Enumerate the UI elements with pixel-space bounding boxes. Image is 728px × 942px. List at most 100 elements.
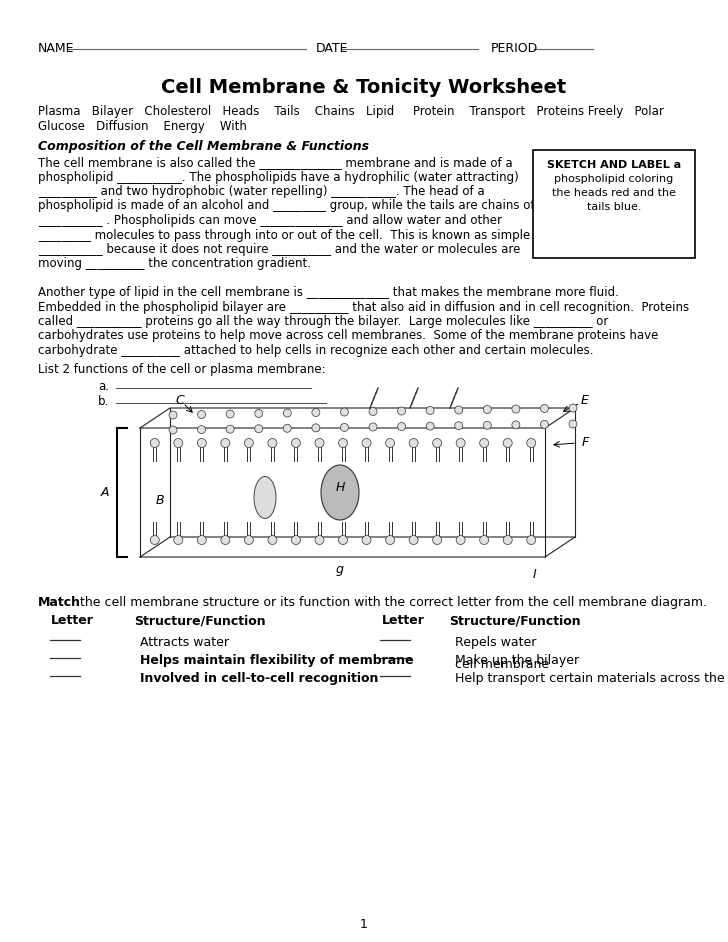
Text: Repels water: Repels water: [455, 636, 537, 649]
Text: phospholipid coloring: phospholipid coloring: [555, 174, 673, 184]
Circle shape: [339, 438, 347, 447]
Text: H: H: [336, 481, 344, 494]
Text: The cell membrane is also called the ______________ membrane and is made of a: The cell membrane is also called the ___…: [38, 156, 513, 169]
Ellipse shape: [321, 465, 359, 520]
Circle shape: [197, 411, 205, 418]
Circle shape: [268, 535, 277, 544]
Text: Structure/Function: Structure/Function: [134, 614, 266, 627]
Text: a.: a.: [98, 380, 109, 393]
Text: Another type of lipid in the cell membrane is ______________ that makes the memb: Another type of lipid in the cell membra…: [38, 286, 619, 299]
Text: Help transport certain materials across the: Help transport certain materials across …: [455, 672, 724, 685]
Circle shape: [432, 438, 442, 447]
Circle shape: [512, 421, 520, 429]
Circle shape: [483, 421, 491, 430]
Circle shape: [569, 420, 577, 428]
Text: b.: b.: [98, 395, 109, 408]
Circle shape: [503, 438, 513, 447]
Circle shape: [455, 422, 463, 430]
Circle shape: [527, 535, 536, 544]
Circle shape: [369, 408, 377, 415]
Circle shape: [255, 425, 263, 432]
Text: Letter: Letter: [50, 614, 93, 627]
Circle shape: [339, 535, 347, 544]
Text: Helps maintain flexibility of membrane: Helps maintain flexibility of membrane: [140, 654, 414, 667]
Circle shape: [174, 535, 183, 544]
Circle shape: [169, 411, 177, 419]
Circle shape: [150, 438, 159, 447]
Text: Embedded in the phospholipid bilayer are __________ that also aid in diffusion a: Embedded in the phospholipid bilayer are…: [38, 300, 689, 314]
Bar: [533, 150, 695, 258]
Text: A: A: [100, 486, 109, 499]
Circle shape: [480, 438, 488, 447]
Circle shape: [386, 438, 395, 447]
Text: Involved in cell-to-cell recognition: Involved in cell-to-cell recognition: [140, 672, 379, 685]
Text: Make up the bilayer: Make up the bilayer: [455, 654, 579, 667]
Circle shape: [268, 438, 277, 447]
Circle shape: [409, 438, 418, 447]
Circle shape: [283, 424, 291, 432]
Circle shape: [432, 535, 442, 544]
Text: moving __________ the concentration gradient.: moving __________ the concentration grad…: [38, 257, 311, 270]
Text: PERIOD: PERIOD: [491, 42, 538, 55]
Text: DATE: DATE: [316, 42, 349, 55]
Text: Attracts water: Attracts water: [140, 636, 229, 649]
Circle shape: [315, 438, 324, 447]
Ellipse shape: [254, 477, 276, 518]
Text: List 2 functions of the cell or plasma membrane:: List 2 functions of the cell or plasma m…: [38, 363, 325, 376]
Text: C: C: [175, 395, 184, 408]
Text: carbohydrate __________ attached to help cells in recognize each other and certa: carbohydrate __________ attached to help…: [38, 344, 593, 357]
Text: Match: Match: [38, 596, 81, 609]
Circle shape: [221, 438, 230, 447]
Circle shape: [456, 438, 465, 447]
Circle shape: [503, 535, 513, 544]
Text: Letter: Letter: [381, 614, 424, 627]
Circle shape: [409, 535, 418, 544]
Text: tails blue.: tails blue.: [587, 202, 641, 212]
Circle shape: [483, 405, 491, 414]
Text: SKETCH AND LABEL a: SKETCH AND LABEL a: [547, 160, 681, 170]
Text: _________ molecules to pass through into or out of the cell.  This is known as s: _________ molecules to pass through into…: [38, 229, 530, 241]
Text: Cell Membrane & Tonicity Worksheet: Cell Membrane & Tonicity Worksheet: [162, 78, 566, 97]
Circle shape: [221, 535, 230, 544]
Text: the cell membrane structure or its function with the correct letter from the cel: the cell membrane structure or its funct…: [76, 596, 707, 609]
Text: ___________ . Phospholipids can move ______________ and allow water and other: ___________ . Phospholipids can move ___…: [38, 214, 502, 227]
Text: Plasma   Bilayer   Cholesterol   Heads    Tails    Chains   Lipid     Protein   : Plasma Bilayer Cholesterol Heads Tails C…: [38, 105, 664, 118]
Circle shape: [369, 423, 377, 431]
Text: phospholipid ___________. The phospholipids have a hydrophilic (water attracting: phospholipid ___________. The phospholip…: [38, 171, 519, 184]
Circle shape: [150, 535, 159, 544]
Circle shape: [174, 438, 183, 447]
Circle shape: [480, 535, 488, 544]
Circle shape: [283, 409, 291, 417]
Text: called ___________ proteins go all the way through the bilayer.  Large molecules: called ___________ proteins go all the w…: [38, 315, 609, 328]
Text: NAME: NAME: [38, 42, 74, 55]
Circle shape: [197, 426, 205, 433]
Circle shape: [245, 438, 253, 447]
Text: B: B: [156, 494, 165, 507]
Circle shape: [527, 438, 536, 447]
Circle shape: [540, 420, 548, 429]
Circle shape: [245, 535, 253, 544]
Circle shape: [341, 408, 349, 416]
Circle shape: [197, 535, 206, 544]
Circle shape: [255, 410, 263, 417]
Text: 1: 1: [360, 918, 368, 931]
Circle shape: [291, 438, 301, 447]
Circle shape: [312, 409, 320, 416]
Circle shape: [315, 535, 324, 544]
Text: carbohydrates use proteins to help move across cell membranes.  Some of the memb: carbohydrates use proteins to help move …: [38, 330, 658, 343]
Circle shape: [312, 424, 320, 431]
Circle shape: [397, 423, 405, 430]
Circle shape: [386, 535, 395, 544]
Circle shape: [362, 535, 371, 544]
Circle shape: [197, 438, 206, 447]
Circle shape: [426, 422, 434, 430]
Text: g: g: [336, 563, 344, 577]
Circle shape: [291, 535, 301, 544]
Text: the heads red and the: the heads red and the: [552, 188, 676, 198]
Text: F: F: [582, 436, 589, 449]
Circle shape: [169, 426, 177, 434]
Circle shape: [341, 423, 349, 431]
Text: Glucose   Diffusion    Energy    With: Glucose Diffusion Energy With: [38, 120, 247, 133]
Text: I: I: [533, 567, 537, 580]
Text: cell membrane: cell membrane: [455, 658, 549, 671]
